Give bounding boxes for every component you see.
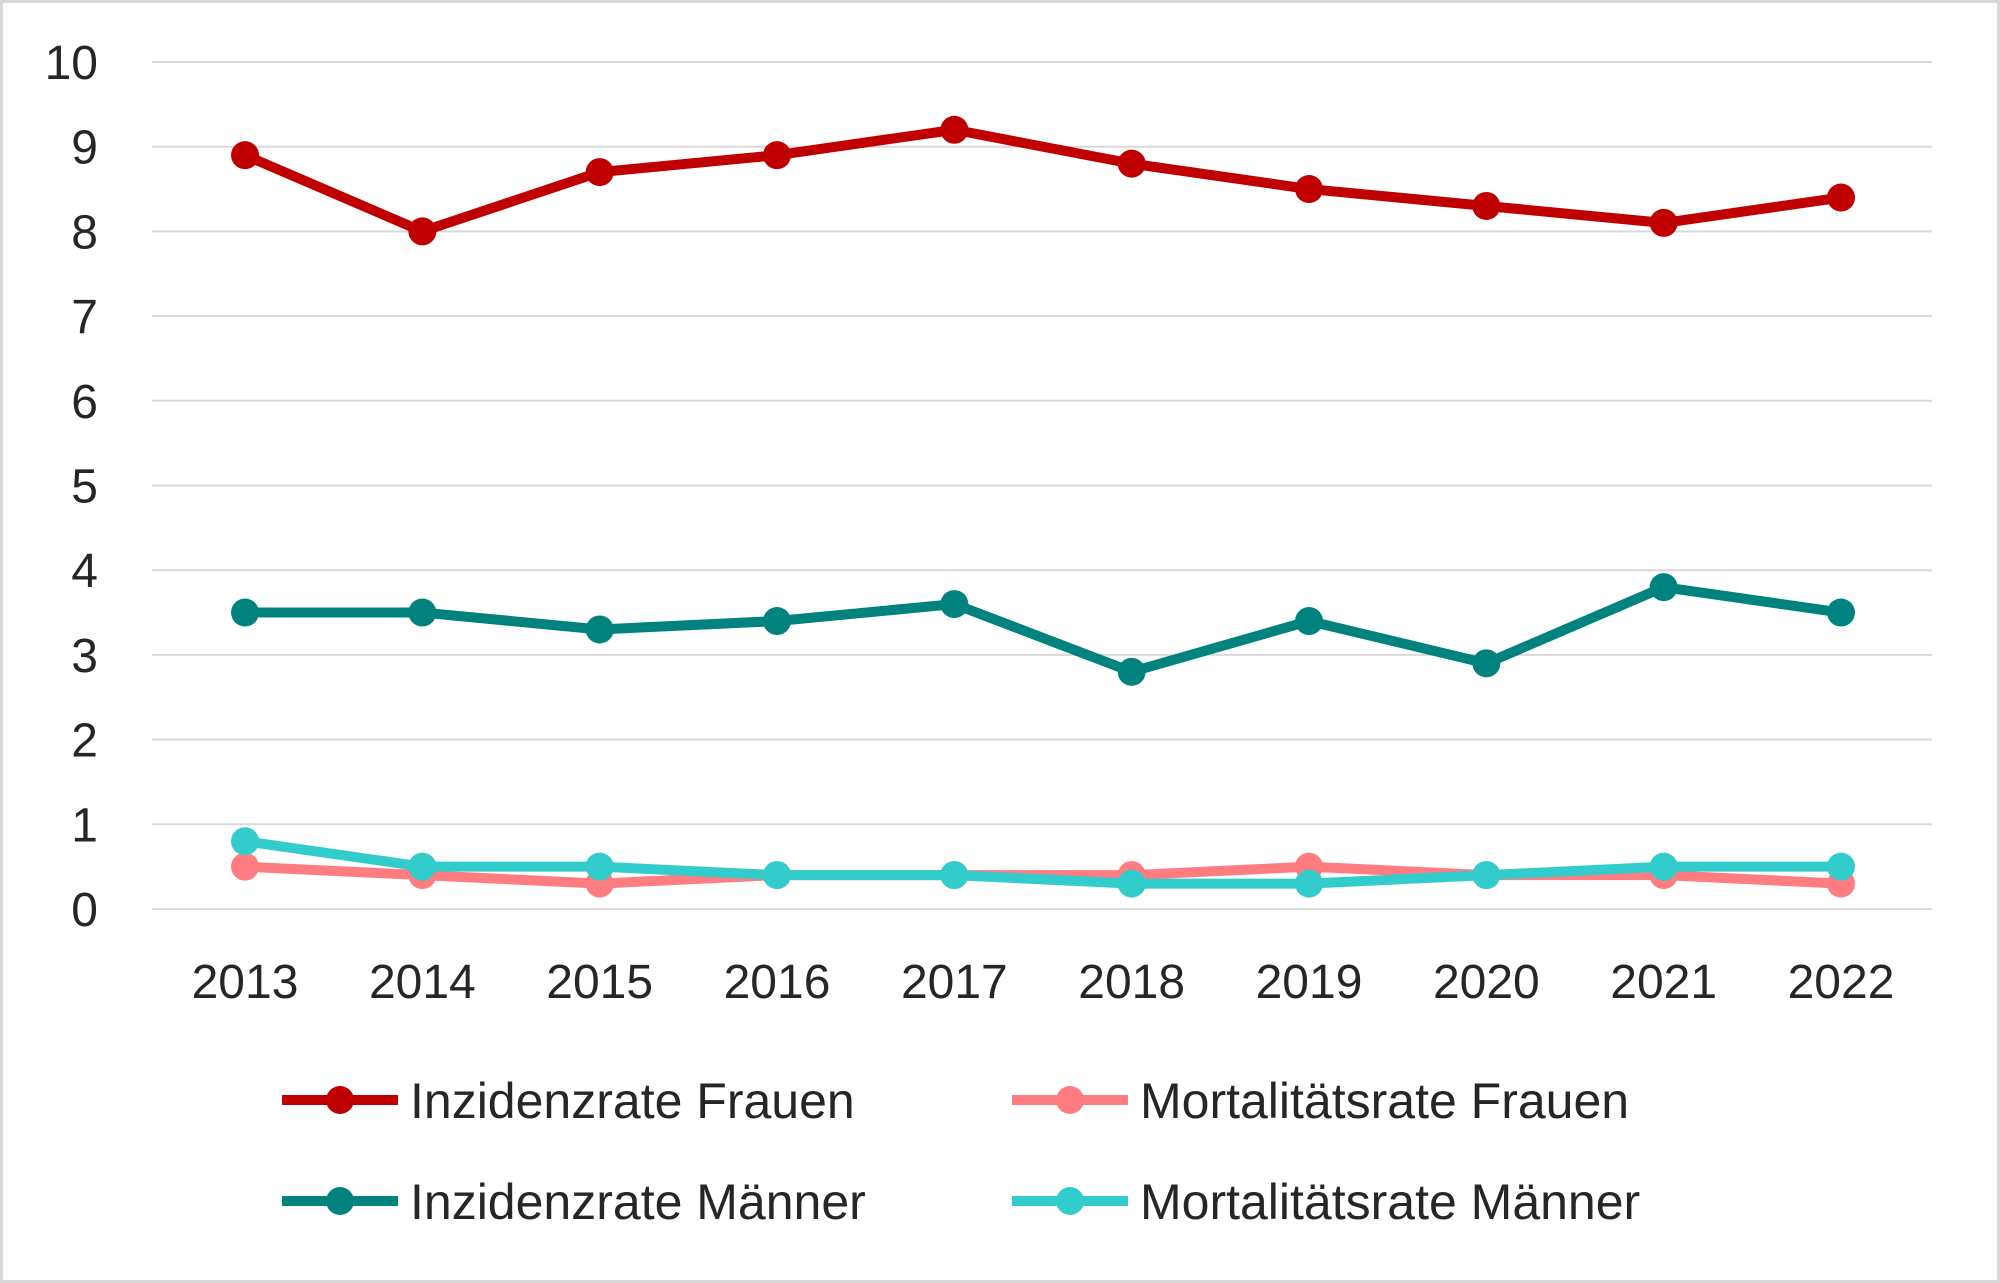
y-tick-label: 9: [71, 122, 98, 175]
series-3: [231, 827, 1855, 898]
data-point: [763, 607, 791, 636]
x-axis-tick-labels: 2013 2014 2015 2016 2017 2018 2019 2020 2021 2022: [192, 956, 1895, 1009]
x-tick-label: 2015: [546, 956, 653, 1009]
data-point: [231, 598, 259, 627]
y-tick-label: 3: [71, 630, 98, 683]
legend-label: Mortalitätsrate Männer: [1140, 1174, 1640, 1230]
data-point: [1295, 607, 1323, 636]
data-point: [763, 861, 791, 890]
legend-marker: [326, 1187, 354, 1215]
series-lines: [231, 115, 1855, 898]
y-tick-label: 8: [71, 206, 98, 259]
data-point: [231, 141, 259, 170]
data-point: [1472, 649, 1501, 678]
data-point: [1117, 149, 1146, 178]
legend-marker: [1056, 1187, 1084, 1215]
y-tick-label: 6: [71, 376, 98, 429]
data-point: [1295, 175, 1323, 204]
data-point: [585, 615, 614, 644]
data-point: [940, 590, 969, 619]
legend-marker: [1056, 1086, 1084, 1114]
data-point: [231, 852, 259, 881]
x-tick-label: 2020: [1433, 956, 1540, 1009]
data-point: [1117, 657, 1146, 686]
y-tick-label: 4: [71, 545, 98, 598]
legend-label: Inzidenzrate Frauen: [410, 1073, 855, 1129]
x-tick-label: 2018: [1078, 956, 1185, 1009]
x-tick-label: 2016: [724, 956, 831, 1009]
series-2: [231, 573, 1855, 686]
data-point: [1649, 852, 1678, 881]
data-point: [408, 852, 437, 881]
gridlines: [152, 61, 1932, 910]
x-tick-label: 2017: [901, 956, 1008, 1009]
legend-label: Inzidenzrate Männer: [410, 1174, 866, 1230]
data-point: [1295, 869, 1323, 898]
x-tick-label: 2021: [1610, 956, 1717, 1009]
data-point: [231, 827, 259, 856]
legend-item: Inzidenzrate Frauen: [282, 1073, 855, 1129]
x-tick-label: 2022: [1788, 956, 1895, 1009]
series-line: [240, 836, 1846, 889]
legend-label: Mortalitätsrate Frauen: [1140, 1073, 1629, 1129]
y-tick-label: 2: [71, 715, 98, 768]
data-point: [1827, 598, 1855, 627]
y-tick-label: 5: [71, 461, 98, 514]
data-point: [408, 217, 437, 246]
y-tick-label: 0: [71, 884, 98, 937]
legend-item: Inzidenzrate Männer: [282, 1174, 866, 1230]
data-point: [1649, 208, 1678, 237]
legend-item: Mortalitätsrate Männer: [1012, 1174, 1640, 1230]
x-tick-label: 2019: [1256, 956, 1363, 1009]
x-tick-label: 2014: [369, 956, 476, 1009]
legend-item: Mortalitätsrate Frauen: [1012, 1073, 1629, 1129]
y-axis-tick-labels: 0 1 2 3 4 5 6 7 8 9 10: [45, 37, 98, 937]
data-point: [1117, 869, 1146, 898]
data-point: [940, 115, 969, 144]
data-point: [1649, 573, 1678, 602]
series-0: [231, 115, 1855, 246]
data-point: [1472, 191, 1501, 220]
data-point: [763, 141, 791, 170]
data-point: [940, 861, 969, 890]
y-tick-label: 1: [71, 799, 98, 852]
data-point: [408, 598, 437, 627]
series-line: [240, 582, 1846, 677]
y-tick-label: 7: [71, 291, 98, 344]
data-point: [585, 158, 614, 187]
y-tick-label: 10: [45, 37, 98, 90]
data-point: [585, 852, 614, 881]
legend: Inzidenzrate Frauen Mortalitätsrate Fraue…: [282, 1073, 1640, 1230]
x-tick-label: 2013: [192, 956, 299, 1009]
data-point: [1827, 183, 1855, 212]
legend-marker: [326, 1086, 354, 1114]
series-line: [240, 124, 1846, 237]
data-point: [1827, 852, 1855, 881]
data-point: [1472, 861, 1501, 890]
